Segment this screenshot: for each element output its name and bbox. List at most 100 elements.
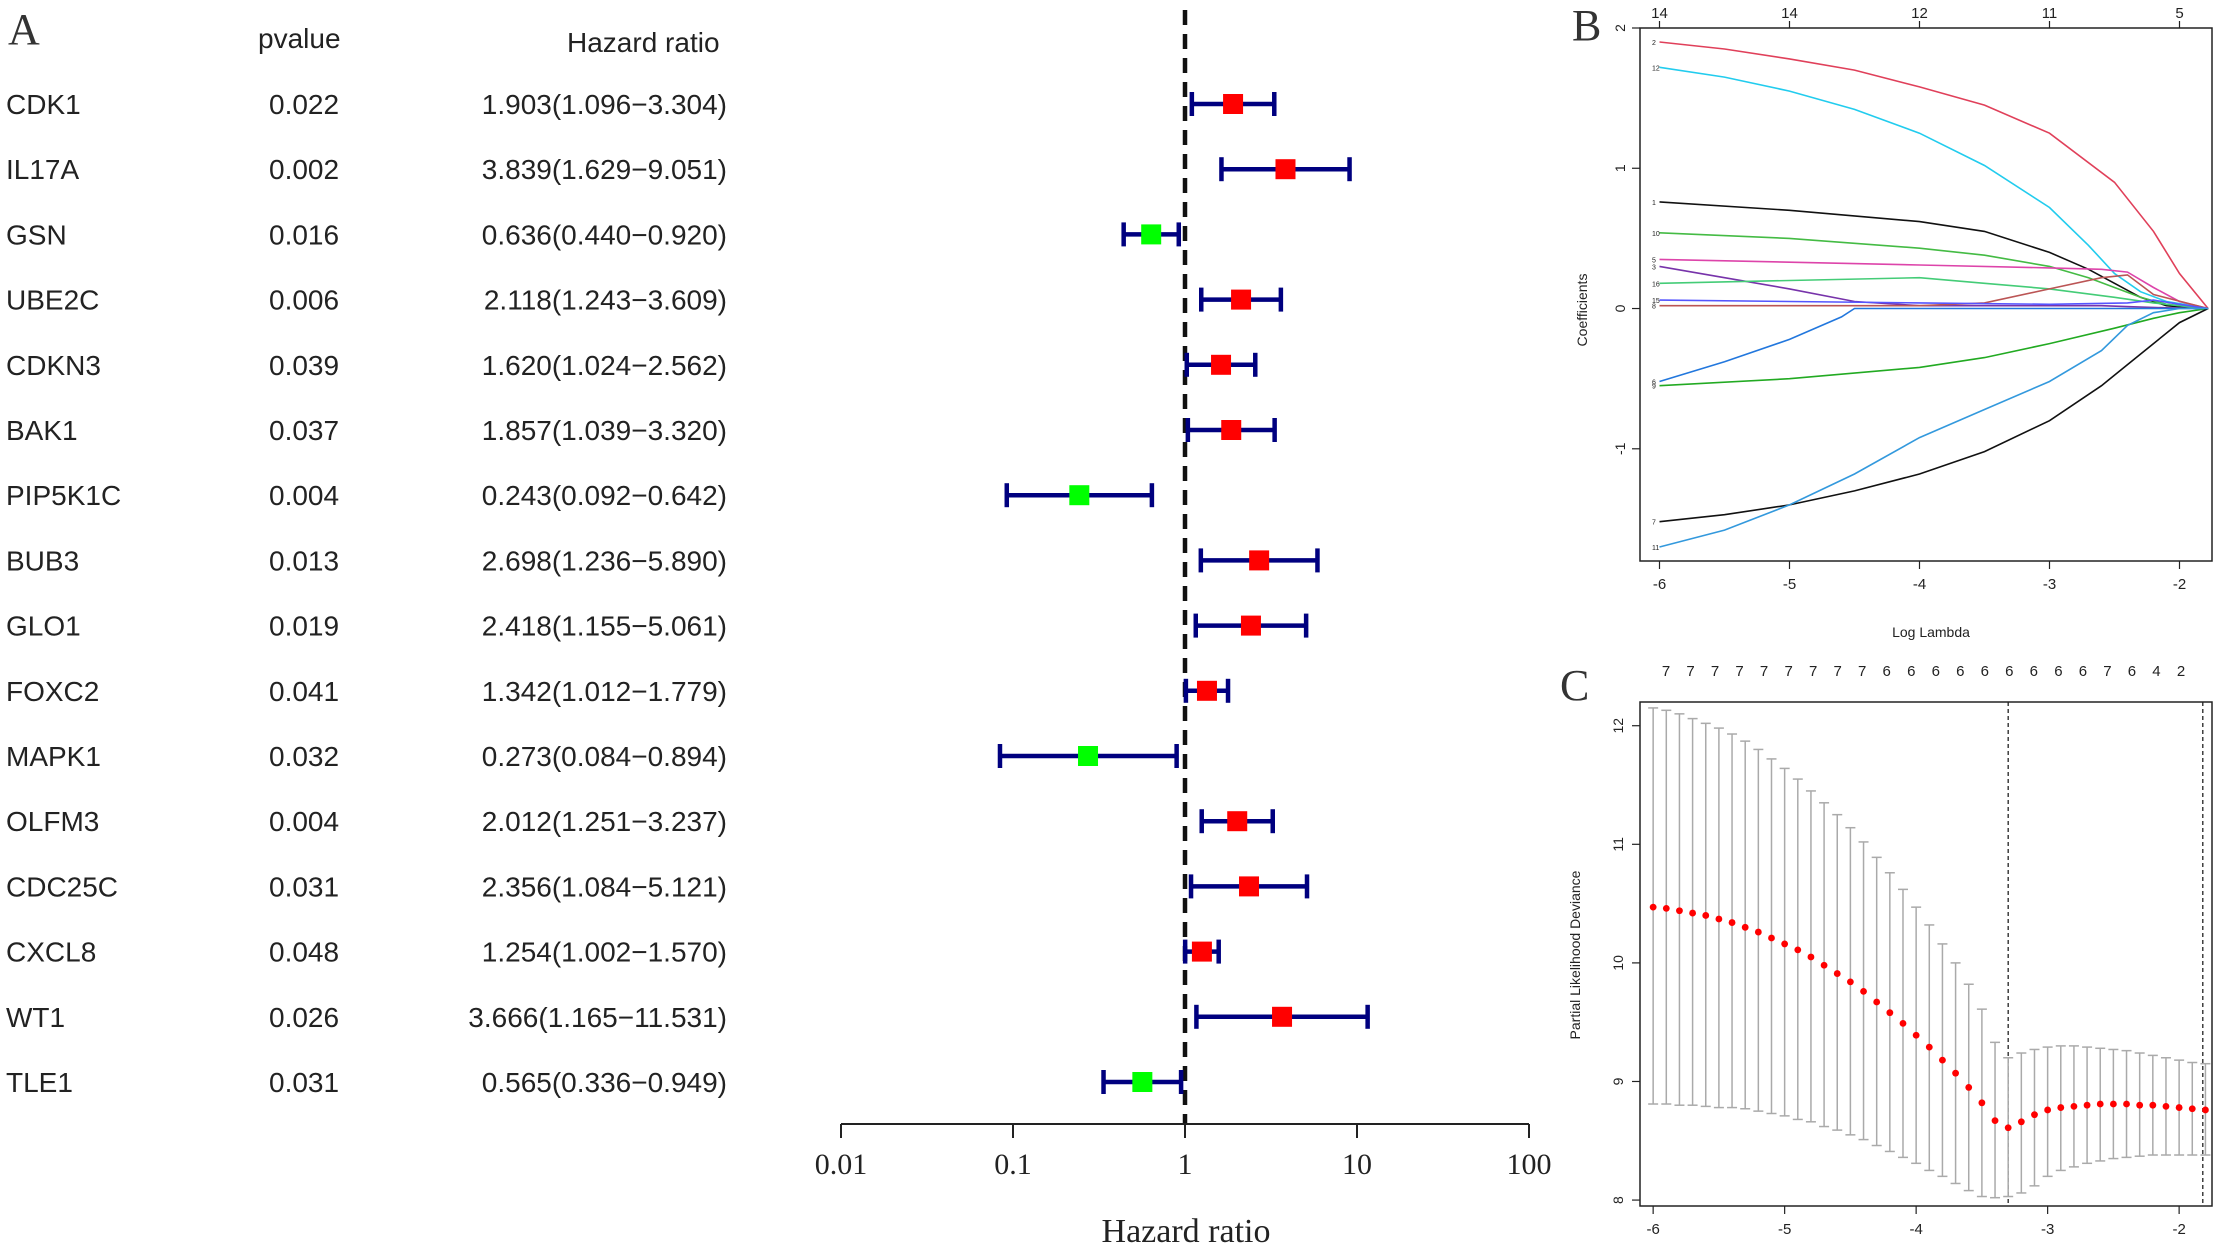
- top-axis-label: 14: [1651, 5, 1668, 22]
- coefficient-y-axis-label: Coefficients: [1574, 274, 1590, 347]
- path-label: 16: [1652, 281, 1660, 288]
- hazard-ratio-marker: [1141, 224, 1162, 245]
- panel-c-label: C: [1560, 661, 1589, 710]
- cv-deviance-point: [1649, 903, 1657, 911]
- cv-deviance-point: [1939, 1056, 1946, 1064]
- pvalue-cell: 0.004: [269, 480, 339, 511]
- cv-deviance-point: [2004, 1124, 2012, 1132]
- cv-deviance-point: [1912, 1031, 1920, 1039]
- top-count-label: 6: [1907, 663, 1915, 680]
- cv-deviance-point: [2202, 1106, 2209, 1114]
- top-count-label: 7: [1735, 663, 1743, 680]
- coefficient-path: [1659, 41, 2209, 310]
- hazard-ratio-cell: 2.356(1.084−5.121): [482, 871, 727, 902]
- cv-deviance-panel: C 7 7 7 7 7 7 7 7 7 6 6 6 6 6 6 6 6 6 7 6 4 2-6 -5 -4 -3 -2891011…: [1560, 661, 2213, 1238]
- cv-deviance-point: [2136, 1101, 2144, 1109]
- cv-deviance-point: [1728, 919, 1736, 926]
- x-tick-label: -6: [1653, 576, 1666, 593]
- forest-x-axis-label: Hazard ratio: [1102, 1213, 1271, 1250]
- top-count-label: 6: [2054, 663, 2062, 680]
- cv-deviance-point: [1886, 1009, 1894, 1017]
- x-tick-label: -3: [2043, 576, 2056, 593]
- top-count-label: 6: [1981, 663, 1989, 680]
- cv-deviance-point: [1860, 987, 1867, 995]
- hazard-ratio-marker: [1231, 289, 1252, 310]
- pvalue-cell: 0.013: [269, 545, 339, 576]
- cv-deviance-point: [1702, 912, 1710, 919]
- path-label: 12: [1652, 65, 1660, 72]
- hazard-ratio-cell: 3.666(1.165−11.531): [468, 1002, 727, 1033]
- y-tick-label: -1: [1612, 442, 1628, 455]
- hazard-ratio-cell: 0.243(0.092−0.642): [482, 480, 727, 511]
- gene-label: WT1: [6, 1002, 65, 1033]
- hazard-ratio-header: Hazard ratio: [567, 27, 720, 58]
- hazard-ratio-cell: 1.254(1.002−1.570): [482, 937, 727, 968]
- gene-label: IL17A: [6, 154, 79, 185]
- hazard-ratio-cell: 2.118(1.243−3.609): [484, 285, 727, 316]
- cv-deviance-point: [2096, 1100, 2104, 1108]
- cv-deviance-point: [1952, 1069, 1959, 1077]
- hazard-ratio-cell: 2.012(1.251−3.237): [482, 806, 727, 837]
- hazard-ratio-cell: 1.620(1.024−2.562): [482, 350, 727, 381]
- panel-a-label: A: [8, 5, 40, 54]
- top-count-label: 7: [1809, 663, 1817, 680]
- hazard-ratio-cell: 0.273(0.084−0.894): [482, 741, 727, 772]
- top-count-label: 7: [1833, 663, 1841, 680]
- forest-x-axis: 0.01 0.1 1 10 100: [815, 1123, 1552, 1181]
- hazard-ratio-marker: [1272, 1006, 1293, 1027]
- cv-deviance-point: [1873, 998, 1881, 1006]
- hazard-ratio-marker: [1132, 1072, 1153, 1092]
- hazard-ratio-marker: [1249, 550, 1270, 571]
- hazard-ratio-marker: [1227, 811, 1248, 832]
- y-tick-label: 2: [1612, 24, 1628, 32]
- cv-deviance-point: [1689, 909, 1696, 917]
- path-label: 3: [1652, 264, 1656, 271]
- coefficient-path: [1659, 299, 2209, 310]
- coefficient-path: [1659, 232, 2209, 310]
- coefficient-path: [1659, 258, 2209, 310]
- cv-deviance-point: [1754, 928, 1762, 936]
- cv-deviance-point: [2188, 1105, 2196, 1113]
- hazard-ratio-marker: [1223, 94, 1244, 114]
- cv-deviance-point: [2044, 1106, 2052, 1114]
- hazard-ratio-marker: [1191, 941, 1212, 962]
- y-tick-label: 11: [1610, 837, 1626, 852]
- coefficient-path: [1659, 307, 2209, 387]
- hazard-ratio-marker: [1196, 680, 1217, 701]
- pvalue-cell: 0.022: [269, 89, 339, 120]
- y-tick-label: 8: [1610, 1196, 1626, 1204]
- top-count-label: 7: [1662, 663, 1670, 680]
- top-count-label: 7: [1784, 663, 1792, 680]
- cv-deviance-point: [2123, 1100, 2130, 1108]
- x-tick-label: -2: [2172, 1221, 2185, 1238]
- hazard-ratio-cell: 1.903(1.096−3.304): [482, 89, 727, 120]
- hazard-ratio-cell: 1.857(1.039−3.320): [482, 415, 727, 446]
- path-label: 2: [1652, 40, 1656, 47]
- cv-deviance-point: [1978, 1099, 1986, 1107]
- y-tick-label: 1: [1612, 164, 1628, 172]
- top-count-label: 4: [2152, 663, 2160, 680]
- x-tick-label: 100: [1507, 1148, 1552, 1181]
- path-label: 7: [1652, 520, 1656, 527]
- cv-deviance-point: [1741, 923, 1749, 931]
- forest-rows: CDK1 0.022 1.903(1.096−3.304) IL17A 0.002 3.8…: [6, 10, 1370, 1124]
- hazard-ratio-marker: [1239, 876, 1260, 897]
- gene-label: CDK1: [6, 89, 81, 120]
- cv-deviance-point: [1807, 953, 1815, 961]
- cv-deviance-point: [1820, 961, 1828, 969]
- panel-b-label: B: [1572, 1, 1601, 50]
- pvalue-cell: 0.016: [269, 219, 339, 250]
- cv-deviance-point: [1925, 1043, 1933, 1051]
- gene-label: TLE1: [6, 1067, 73, 1098]
- pvalue-cell: 0.026: [269, 1002, 339, 1033]
- pvalue-cell: 0.006: [269, 285, 339, 316]
- cv-deviance-point: [2083, 1101, 2091, 1109]
- gene-label: CXCL8: [6, 937, 96, 968]
- x-tick-label: -3: [2041, 1221, 2054, 1238]
- pvalue-cell: 0.037: [269, 415, 339, 446]
- cv-deviance-point: [1846, 978, 1854, 986]
- top-axis-label: 11: [2042, 5, 2058, 22]
- coefficient-path: [1659, 307, 2209, 523]
- gene-label: CDC25C: [6, 871, 118, 902]
- cv-deviance-point: [2017, 1118, 2025, 1126]
